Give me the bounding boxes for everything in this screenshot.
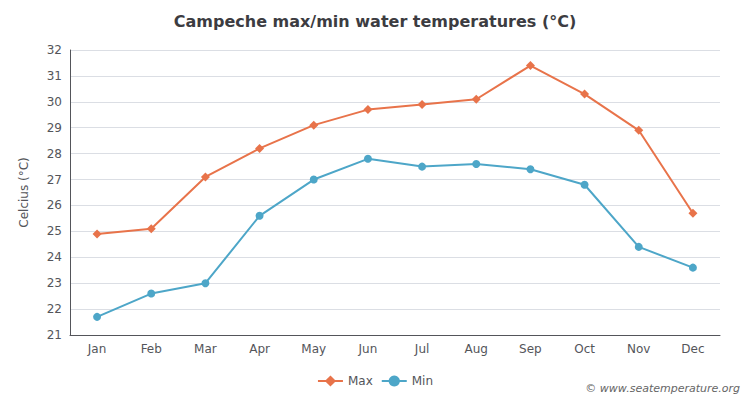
svg-text:26: 26: [47, 198, 62, 212]
svg-text:30: 30: [47, 95, 62, 109]
svg-text:Celcius (°C): Celcius (°C): [17, 157, 31, 227]
svg-text:Oct: Oct: [574, 342, 595, 356]
svg-text:Aug: Aug: [465, 342, 488, 356]
svg-text:25: 25: [47, 224, 62, 238]
svg-text:Feb: Feb: [141, 342, 162, 356]
svg-text:28: 28: [47, 147, 62, 161]
svg-text:Jul: Jul: [414, 342, 429, 356]
svg-text:22: 22: [47, 302, 62, 316]
svg-text:Apr: Apr: [249, 342, 270, 356]
svg-text:Nov: Nov: [627, 342, 650, 356]
svg-text:Jun: Jun: [358, 342, 378, 356]
svg-text:May: May: [301, 342, 326, 356]
svg-text:Max: Max: [348, 374, 373, 388]
svg-text:21: 21: [47, 328, 62, 342]
svg-text:Jan: Jan: [87, 342, 107, 356]
svg-text:Mar: Mar: [194, 342, 217, 356]
svg-text:29: 29: [47, 121, 62, 135]
svg-text:Dec: Dec: [681, 342, 704, 356]
svg-text:23: 23: [47, 276, 62, 290]
svg-text:Campeche max/min water tempera: Campeche max/min water temperatures (°C): [174, 12, 577, 31]
svg-text:27: 27: [47, 173, 62, 187]
svg-text:Min: Min: [412, 374, 433, 388]
svg-text:Sep: Sep: [519, 342, 542, 356]
svg-text:32: 32: [47, 43, 62, 57]
svg-text:24: 24: [47, 250, 62, 264]
svg-text:31: 31: [47, 69, 62, 83]
svg-text:© www.seatemperature.org: © www.seatemperature.org: [585, 382, 740, 395]
